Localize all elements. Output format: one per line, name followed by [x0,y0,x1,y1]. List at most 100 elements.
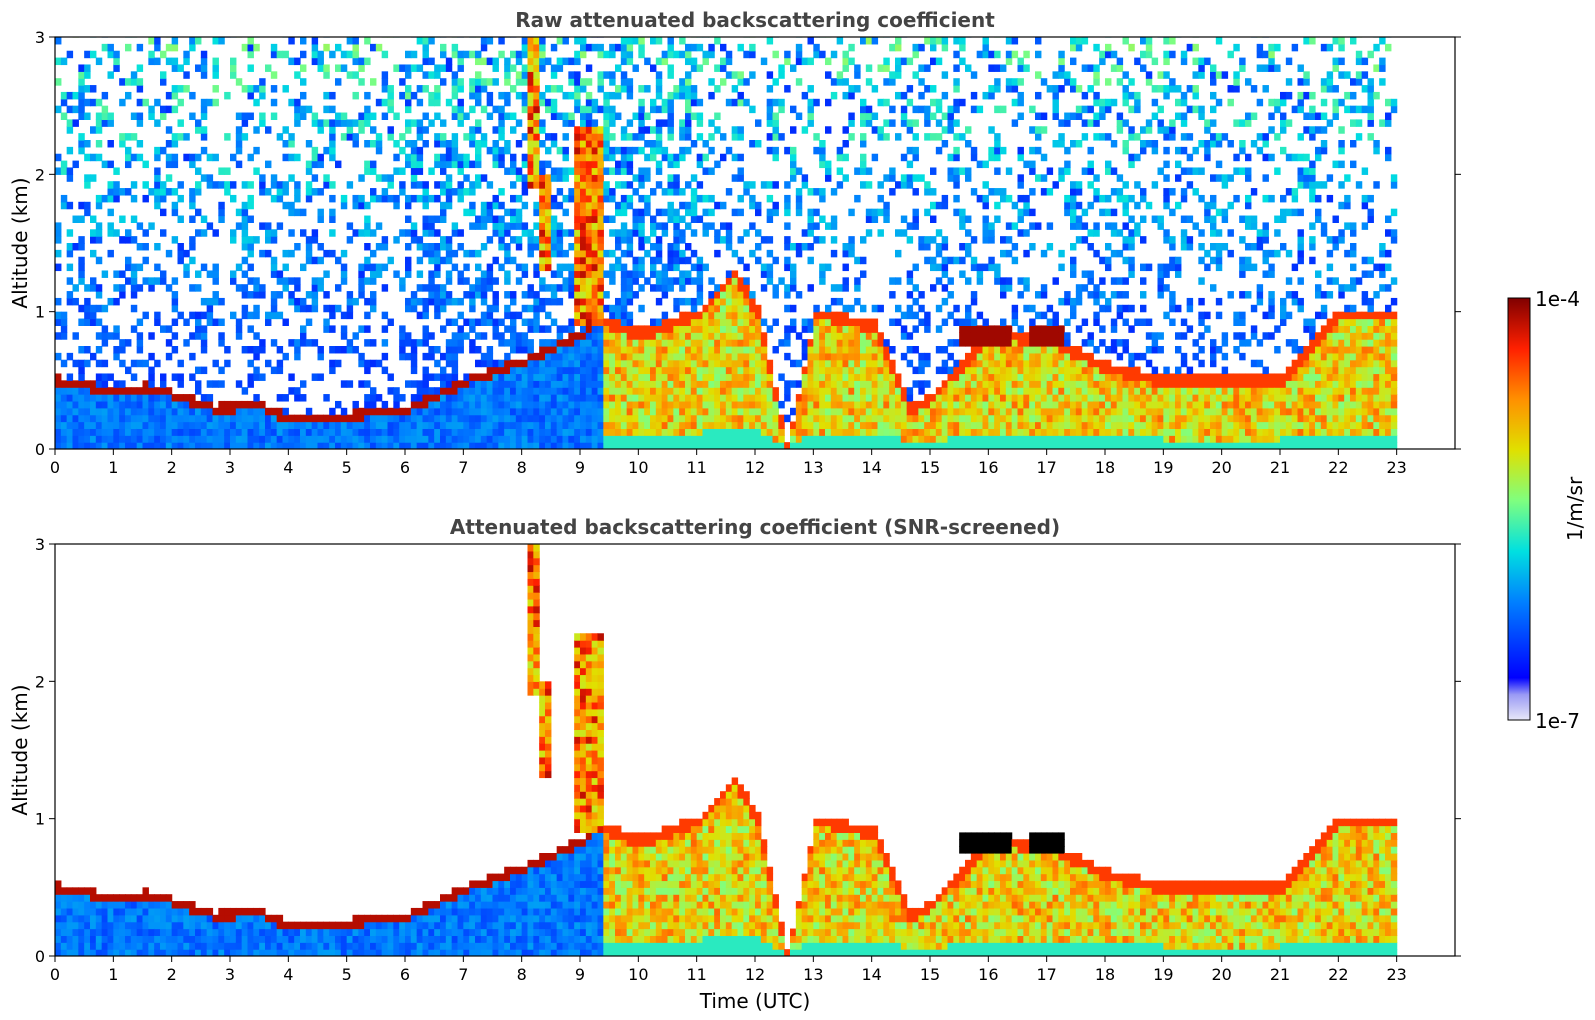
heatmap-cell [171,37,179,45]
heatmap-cell [860,140,867,148]
heatmap-cell [935,407,943,416]
heatmap-cell [410,194,418,203]
heatmap-cell [212,98,219,107]
heatmap-cell [171,297,179,306]
heatmap-cell [212,57,219,66]
heatmap-cell [130,236,138,244]
heatmap-cell [235,263,243,272]
heatmap-cell [580,85,587,93]
heatmap-cell [66,400,74,409]
heatmap-cell [381,78,389,86]
heatmap-cell [253,421,260,429]
heatmap-cell [84,387,91,395]
heatmap-cell [160,400,167,409]
heatmap-cell [597,332,604,340]
heatmap-cell [830,332,838,340]
heatmap-cell [66,126,74,134]
heatmap-cell [521,43,529,52]
heatmap-cell [982,194,989,203]
heatmap-cell [626,332,634,340]
heatmap-cell [609,50,616,59]
heatmap-cell [620,153,628,162]
heatmap-cell [358,277,365,285]
heatmap-cell [445,373,453,381]
heatmap-cell [527,64,534,72]
heatmap-cell [375,133,383,141]
heatmap-cell [451,421,459,429]
heatmap-cell [673,160,680,169]
heatmap-cell [620,85,628,93]
heatmap-cell [580,243,587,251]
heatmap-cell [690,311,698,320]
heatmap-cell [982,414,989,423]
heatmap-cell [655,249,663,258]
heatmap-cell [364,105,371,114]
heatmap-cell [784,442,791,449]
heatmap-cell [329,215,336,223]
heatmap-cell [125,428,132,436]
heatmap-cell [679,297,686,306]
heatmap-cell [679,133,686,141]
heatmap-cell [545,208,552,217]
heatmap-cell [679,37,686,45]
heatmap-cell [539,442,546,449]
heatmap-cell [160,325,167,333]
heatmap-cell [597,435,604,443]
heatmap-cell [387,98,394,107]
heatmap-cell [673,352,680,361]
heatmap-cell [323,325,330,333]
heatmap-cell [498,105,505,114]
heatmap-cell [486,394,494,402]
heatmap-cell [200,229,208,237]
heatmap-cell [399,346,406,354]
heatmap-cell [609,359,616,368]
heatmap-cell [428,256,435,265]
heatmap-cell [550,270,558,278]
heatmap-cell [591,387,599,395]
heatmap-cell [346,37,354,45]
heatmap-cell [329,359,336,368]
heatmap-cell [626,311,634,320]
heatmap-cell [953,421,960,429]
heatmap-cell [953,174,960,182]
heatmap-cell [661,284,669,292]
heatmap-cell [521,263,529,272]
heatmap-cell [708,387,715,395]
heatmap-cell [900,181,908,189]
heatmap-cell [212,37,219,45]
heatmap-cell [603,346,610,354]
heatmap-cell [440,215,447,223]
heatmap-cell [609,194,616,203]
heatmap-cell [784,380,791,388]
heatmap-cell [749,311,756,320]
heatmap-cell [790,318,797,326]
heatmap-cell [480,208,488,217]
heatmap-cell [445,249,453,258]
heatmap-cell [486,346,494,354]
heatmap-cell [895,43,902,52]
heatmap-cell [836,339,844,347]
heatmap-cell [171,428,179,436]
heatmap-cell [457,435,464,443]
heatmap-cell [708,304,715,313]
heatmap-cell [959,43,966,52]
heatmap-cell [836,325,844,333]
heatmap-cell [720,442,727,449]
heatmap-cell [591,146,599,155]
heatmap-cell [667,284,674,292]
heatmap-cell [620,435,628,443]
heatmap-cell [982,339,989,347]
heatmap-cell [533,325,540,333]
heatmap-cell [498,435,505,443]
heatmap-cell [189,256,196,265]
heatmap-cell [568,442,575,449]
heatmap-cell [813,428,820,436]
heatmap-cell [521,222,529,230]
heatmap-cell [755,428,762,436]
heatmap-cell [947,394,954,402]
heatmap-cell [282,407,289,416]
heatmap-cell [259,91,266,100]
heatmap-cell [550,291,558,299]
heatmap-cell [591,339,599,347]
heatmap-cell [918,291,925,299]
